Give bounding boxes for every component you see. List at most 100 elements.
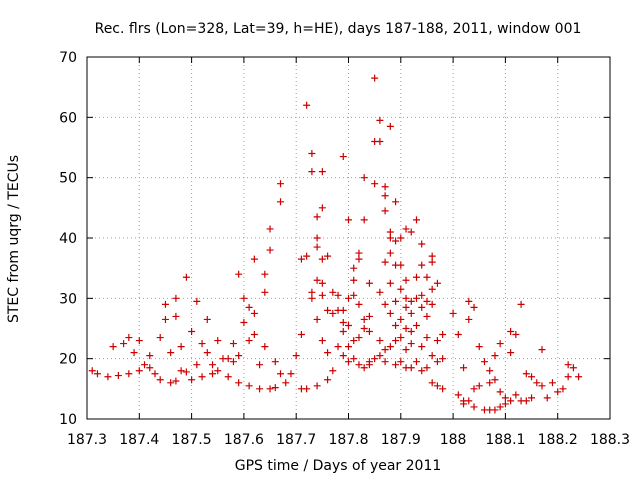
data-point (229, 358, 237, 366)
data-point (156, 376, 164, 384)
data-point (412, 358, 420, 366)
data-point (125, 370, 133, 378)
data-point (209, 370, 217, 378)
data-point (308, 288, 316, 296)
data-point (407, 340, 415, 348)
data-point (339, 352, 347, 360)
data-point (214, 337, 222, 345)
data-point (428, 252, 436, 260)
data-point (569, 364, 577, 372)
x-tick-label: 188.3 (590, 432, 630, 448)
data-point (229, 340, 237, 348)
data-point (193, 361, 201, 369)
data-point (465, 315, 473, 323)
data-point (193, 297, 201, 305)
data-point (433, 337, 441, 345)
data-point (303, 385, 311, 393)
data-point (182, 368, 190, 376)
data-point (397, 334, 405, 342)
data-point (392, 297, 400, 305)
data-point (486, 379, 494, 387)
data-point (407, 228, 415, 236)
data-point (564, 361, 572, 369)
data-point (235, 352, 243, 360)
data-point (114, 372, 122, 380)
data-point (345, 358, 352, 366)
data-point (548, 379, 556, 387)
data-point (88, 367, 96, 375)
data-point (277, 198, 285, 206)
data-point (167, 379, 175, 387)
data-point (360, 315, 368, 323)
data-point (313, 315, 321, 323)
data-point (507, 328, 515, 336)
data-point (423, 273, 431, 281)
data-point (345, 294, 352, 302)
data-point (167, 349, 175, 357)
data-point (412, 216, 420, 224)
data-point (392, 321, 400, 329)
data-point (392, 198, 400, 206)
data-point (256, 361, 264, 369)
data-point (151, 370, 159, 378)
x-tick-label: 187.5 (172, 432, 212, 448)
data-point (245, 337, 253, 345)
data-point (235, 270, 243, 278)
data-point (245, 382, 253, 390)
data-point (120, 340, 128, 348)
data-point (376, 352, 384, 360)
data-point (339, 318, 347, 326)
y-tick-label: 20 (59, 352, 77, 368)
data-point (501, 400, 509, 408)
data-point (329, 309, 337, 317)
data-point (439, 331, 447, 339)
data-point (433, 279, 441, 287)
data-point (303, 252, 311, 260)
data-point (355, 249, 363, 257)
data-point (277, 180, 285, 188)
data-point (538, 382, 546, 390)
data-point (324, 376, 332, 384)
data-point (177, 367, 185, 375)
data-point (454, 391, 462, 399)
x-tick-label: 187.3 (67, 432, 107, 448)
y-tick-label: 70 (59, 50, 77, 66)
data-point (470, 303, 478, 311)
data-point (203, 349, 211, 357)
data-point (261, 288, 269, 296)
data-point (350, 264, 358, 272)
data-point (470, 385, 478, 393)
data-point (407, 328, 415, 336)
data-point (465, 397, 473, 405)
data-point (407, 309, 415, 317)
data-point (324, 306, 332, 314)
data-point (313, 234, 321, 242)
data-point (318, 291, 326, 299)
data-point (240, 294, 248, 302)
data-point (386, 343, 394, 351)
data-point (345, 343, 352, 351)
data-point (329, 367, 337, 375)
data-point (339, 306, 347, 314)
data-point (355, 255, 363, 263)
data-point (355, 300, 363, 308)
data-point (386, 234, 394, 242)
data-point (397, 261, 405, 269)
data-point (209, 361, 217, 369)
data-point (486, 367, 494, 375)
data-point (501, 394, 509, 402)
data-point (130, 349, 138, 357)
data-point (423, 364, 431, 372)
data-point (214, 367, 222, 375)
data-point (292, 352, 300, 360)
data-point (439, 385, 447, 393)
data-point (407, 364, 415, 372)
data-point (386, 122, 394, 130)
y-tick-label: 60 (59, 110, 77, 126)
data-point (224, 373, 232, 381)
data-point (402, 225, 410, 233)
data-point (392, 361, 400, 369)
data-point (475, 343, 483, 351)
data-point (381, 300, 389, 308)
data-point (360, 216, 368, 224)
